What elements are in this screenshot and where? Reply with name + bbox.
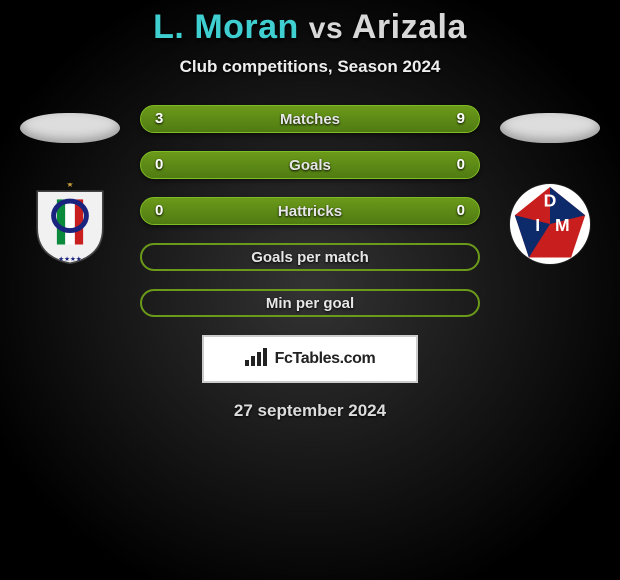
stat-label: Min per goal [266, 295, 354, 312]
player1-club-icon: ★ ★★★★ [25, 179, 115, 269]
watermark: FcTables.com [202, 335, 418, 383]
player2-club-icon: D I M [505, 179, 595, 269]
stats-column: 3 Matches 9 0 Goals 0 0 Hattricks 0 Goal… [140, 105, 480, 317]
subtitle: Club competitions, Season 2024 [0, 57, 620, 77]
stat-label: Matches [280, 111, 340, 128]
player2-photo [500, 113, 600, 143]
svg-text:M: M [555, 215, 570, 235]
right-player-col: D I M [490, 105, 610, 269]
stat-right-value: 0 [457, 202, 465, 219]
stat-row-hattricks: 0 Hattricks 0 [140, 197, 480, 225]
date-label: 27 september 2024 [0, 401, 620, 421]
stat-left-value: 3 [155, 110, 163, 127]
watermark-text: FcTables.com [275, 350, 376, 368]
once-caldas-icon: ★ ★★★★ [29, 183, 111, 265]
svg-text:D: D [544, 190, 557, 210]
stat-left-value: 0 [155, 202, 163, 219]
stat-left-value: 0 [155, 156, 163, 173]
svg-text:★★★★: ★★★★ [58, 255, 82, 263]
stat-row-mpg: Min per goal [140, 289, 480, 317]
svg-text:★: ★ [66, 183, 73, 189]
stat-row-goals: 0 Goals 0 [140, 151, 480, 179]
signal-icon [245, 348, 269, 371]
player1-name: L. Moran [153, 8, 299, 46]
stat-row-gpm: Goals per match [140, 243, 480, 271]
stat-row-matches: 3 Matches 9 [140, 105, 480, 133]
comparison-card: L. Moran vs Arizala Club competitions, S… [0, 0, 620, 580]
main-row: ★ ★★★★ 3 Matches 9 0 Goals 0 0 Hattricks… [0, 105, 620, 317]
stat-label: Goals [289, 157, 331, 174]
vs-label: vs [309, 12, 343, 45]
stat-label: Hattricks [278, 203, 342, 220]
stat-right-value: 9 [457, 110, 465, 127]
page-title: L. Moran vs Arizala [0, 8, 620, 47]
stat-label: Goals per match [251, 249, 369, 266]
dim-icon: D I M [506, 180, 594, 268]
player1-photo [20, 113, 120, 143]
player2-name: Arizala [352, 8, 467, 46]
svg-text:I: I [535, 215, 540, 235]
stat-right-value: 0 [457, 156, 465, 173]
left-player-col: ★ ★★★★ [10, 105, 130, 269]
